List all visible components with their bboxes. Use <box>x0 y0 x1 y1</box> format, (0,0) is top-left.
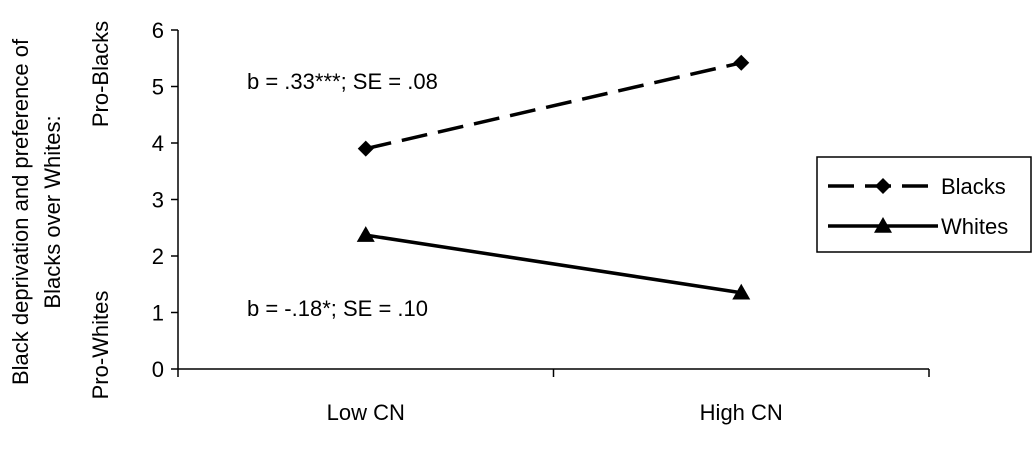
data-point-whites-1 <box>732 283 751 300</box>
y-axis-title-line-2: Blacks over Whites: <box>40 115 65 308</box>
legend-label-blacks: Blacks <box>941 174 1006 199</box>
x-ticks: Low CN High CN <box>177 369 930 425</box>
y-axis-anchor-top: Pro-Blacks <box>88 21 113 127</box>
y-axis-anchor-bottom: Pro-Whites <box>88 291 113 400</box>
legend-marker-whites <box>874 217 892 233</box>
legend: Blacks Whites <box>816 156 1032 253</box>
data-point-whites-0 <box>356 226 375 242</box>
y-tick-label-4: 4 <box>152 131 164 156</box>
legend-marker-blacks <box>875 178 891 194</box>
series-line-whites <box>365 233 742 295</box>
y-axis-title-line-1: Black deprivation and preference of <box>8 38 33 385</box>
data-point-blacks-1 <box>733 54 750 71</box>
x-category-label-1: High CN <box>700 400 783 425</box>
annotation-whites: b = -.18*; SE = .10 <box>247 296 428 321</box>
y-ticks: 0 1 2 3 4 5 6 <box>152 18 178 382</box>
annotation-blacks: b = .33***; SE = .08 <box>247 69 438 94</box>
y-tick-label-6: 6 <box>152 18 164 43</box>
y-tick-label-3: 3 <box>152 188 164 213</box>
y-tick-label-1: 1 <box>152 301 164 326</box>
y-axis-title: Black deprivation and preference of Blac… <box>8 21 113 400</box>
series-group <box>356 54 751 300</box>
legend-box <box>816 156 1032 253</box>
y-tick-label-5: 5 <box>152 75 164 100</box>
series-line-blacks <box>365 61 742 151</box>
x-category-label-0: Low CN <box>327 400 405 425</box>
y-tick-label-2: 2 <box>152 244 164 269</box>
y-tick-label-0: 0 <box>152 357 164 382</box>
legend-label-whites: Whites <box>941 214 1008 239</box>
data-point-blacks-0 <box>357 140 374 157</box>
